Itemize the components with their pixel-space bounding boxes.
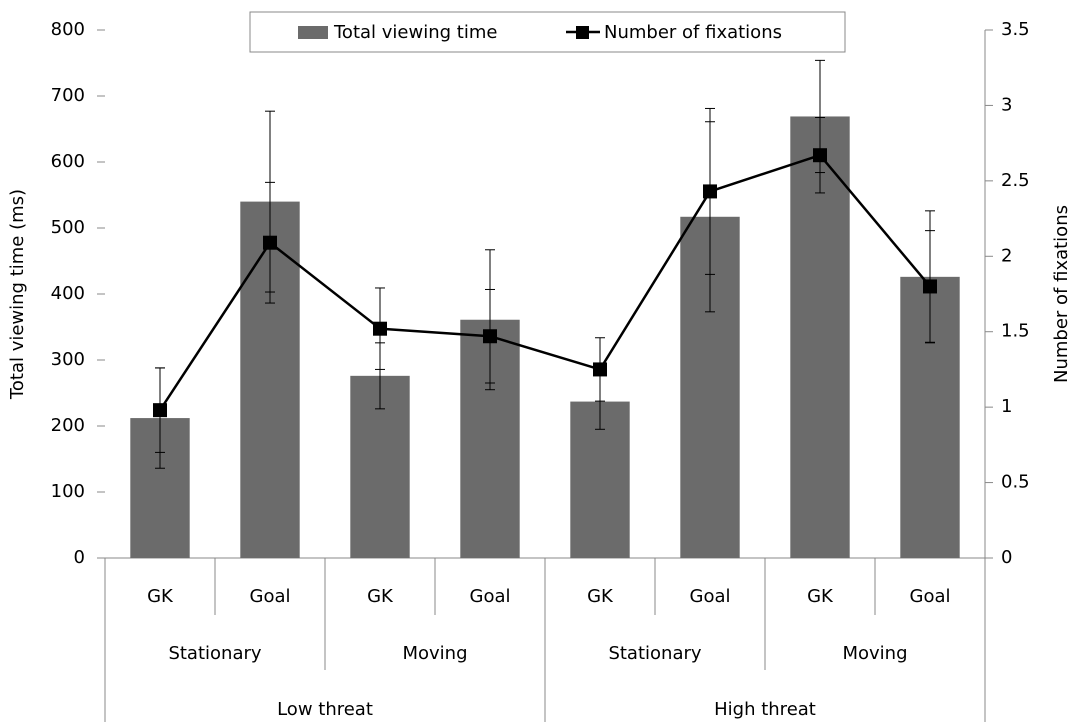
line-marker [923, 279, 937, 294]
y-tick-label: 300 [51, 349, 85, 370]
legend-box [249, 11, 846, 53]
x-tick-label: Goal [910, 586, 951, 607]
y2-tick-label: 0.5 [1001, 472, 1030, 493]
y-axis-label: Total viewing time (ms) [7, 189, 28, 400]
y2-axis-label: Number of fixations [1051, 205, 1072, 383]
x-tick-label: Stationary [168, 643, 261, 664]
y2-tick-label: 1.5 [1001, 321, 1030, 342]
line-marker [373, 321, 387, 336]
y-tick-label: 400 [51, 283, 85, 304]
x-tick-label: GK [367, 586, 394, 607]
x-tick-label: GK [147, 586, 174, 607]
line [158, 153, 931, 411]
x-tick-label: Goal [690, 586, 731, 607]
y-tick-label: 800 [51, 19, 85, 40]
y-tick-label: 0 [74, 547, 85, 568]
y2-tick-label: 2 [1001, 245, 1012, 266]
line-marker [703, 184, 717, 199]
x-tick-label: GK [587, 586, 614, 607]
legend-marker [576, 26, 589, 39]
y-tick-label: 500 [51, 217, 85, 238]
y2-tick-label: 2.5 [1001, 170, 1030, 191]
x-tick-label: Moving [842, 643, 907, 664]
y2-tick-label: 0 [1001, 547, 1012, 568]
x-tick-label: Low threat [277, 699, 373, 720]
line-marker [813, 148, 827, 163]
legend-swatch [298, 26, 328, 39]
y-tick-label: 200 [51, 415, 85, 436]
x-tick-label: Stationary [608, 643, 701, 664]
x-tick-label: High threat [714, 699, 816, 720]
y2-tick-label: 1 [1001, 396, 1012, 417]
x-tick-label: Goal [250, 586, 291, 607]
y-tick-label: 100 [51, 481, 85, 502]
line-marker [483, 329, 497, 344]
line-marker [593, 362, 607, 377]
x-tick-label: Goal [470, 586, 511, 607]
line-marker [263, 235, 277, 250]
legend-label: Total viewing time [333, 22, 497, 43]
x-tick-label: GK [807, 586, 834, 607]
y-tick-label: 600 [51, 151, 85, 172]
y2-tick-label: 3.5 [1001, 19, 1030, 40]
y2-tick-label: 3 [1001, 94, 1012, 115]
y-tick-label: 700 [51, 85, 85, 106]
legend-label: Number of fixations [604, 22, 782, 43]
x-tick-label: Moving [402, 643, 467, 664]
line-marker [153, 403, 167, 418]
